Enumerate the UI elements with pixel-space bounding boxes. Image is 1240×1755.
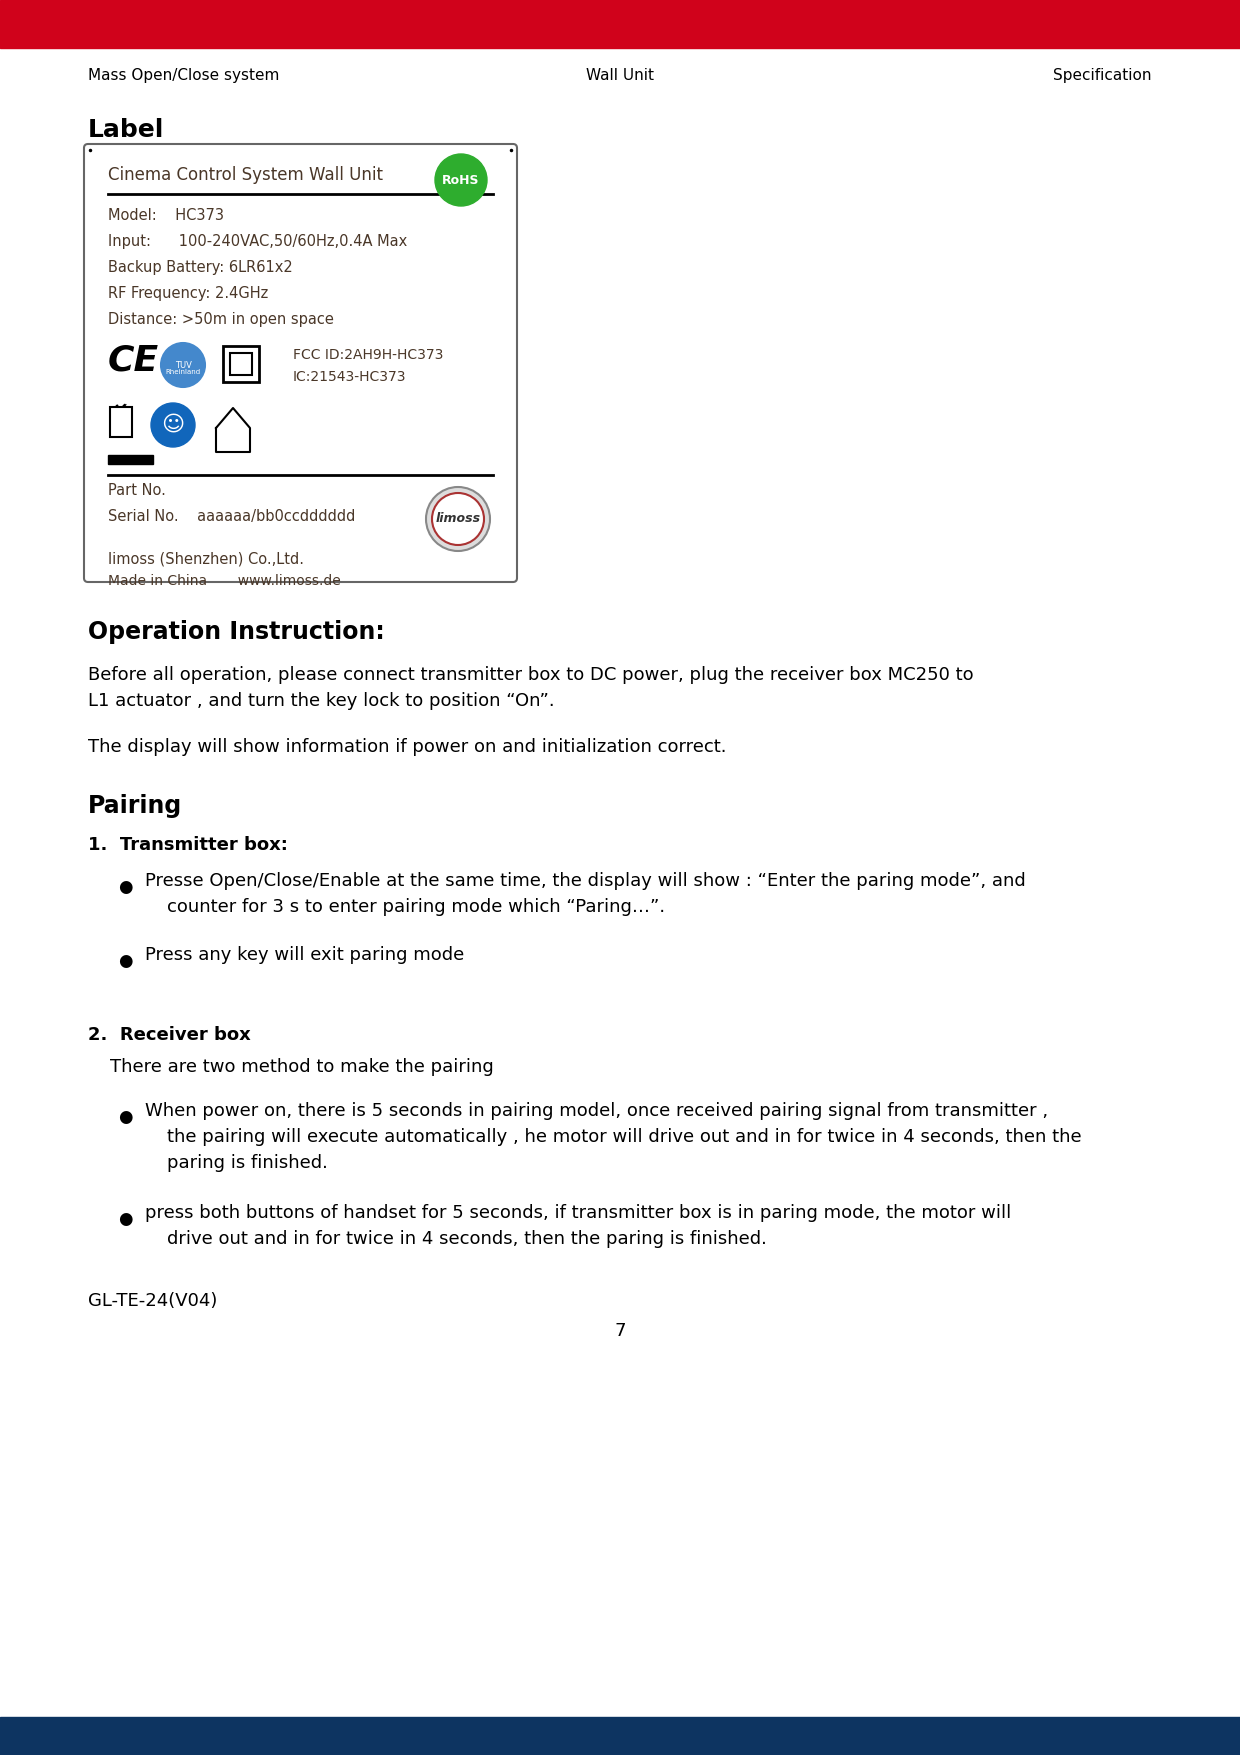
Text: limoss: limoss	[435, 512, 481, 525]
Text: The display will show information if power on and initialization correct.: The display will show information if pow…	[88, 739, 727, 756]
Text: Input:      100-240VAC,50/60Hz,0.4A Max: Input: 100-240VAC,50/60Hz,0.4A Max	[108, 233, 407, 249]
Text: limoss (Shenzhen) Co.,Ltd.: limoss (Shenzhen) Co.,Ltd.	[108, 551, 304, 567]
Bar	[110, 407, 131, 437]
Text: ●: ●	[118, 878, 133, 897]
Text: paring is finished.: paring is finished.	[167, 1155, 327, 1172]
Circle shape	[435, 154, 487, 205]
Text: Backup Battery: 6LR61x2: Backup Battery: 6LR61x2	[108, 260, 293, 276]
Bar	[229, 353, 252, 376]
Text: 1.  Transmitter box:: 1. Transmitter box:	[88, 835, 288, 855]
Text: Wall Unit: Wall Unit	[587, 67, 653, 82]
Text: Specification: Specification	[1054, 67, 1152, 82]
Text: There are two method to make the pairing: There are two method to make the pairing	[110, 1058, 494, 1076]
Text: Distance: >50m in open space: Distance: >50m in open space	[108, 312, 334, 326]
Text: Cinema Control System Wall Unit: Cinema Control System Wall Unit	[108, 167, 383, 184]
Text: Operation Instruction:: Operation Instruction:	[88, 620, 384, 644]
Text: IC:21543-HC373: IC:21543-HC373	[293, 370, 407, 384]
Text: ●: ●	[118, 1107, 133, 1127]
Circle shape	[427, 486, 490, 551]
Text: GL-TE-24(V04): GL-TE-24(V04)	[88, 1292, 217, 1309]
Text: Press any key will exit paring mode: Press any key will exit paring mode	[145, 946, 464, 963]
Text: Part No.: Part No.	[108, 483, 166, 498]
Circle shape	[161, 342, 205, 388]
Text: L1 actuator , and turn the key lock to position “On”.: L1 actuator , and turn the key lock to p…	[88, 691, 554, 711]
Text: ✗: ✗	[108, 404, 129, 426]
Text: 2.  Receiver box: 2. Receiver box	[88, 1027, 250, 1044]
Circle shape	[151, 404, 195, 448]
Text: ●: ●	[118, 1209, 133, 1228]
Text: Pairing: Pairing	[88, 793, 182, 818]
Circle shape	[432, 493, 484, 546]
Text: Mass Open/Close system: Mass Open/Close system	[88, 67, 279, 82]
Text: CE: CE	[108, 342, 159, 377]
Bar	[0, 0, 1240, 47]
Text: counter for 3 s to enter pairing mode which “Paring…”.: counter for 3 s to enter pairing mode wh…	[167, 899, 665, 916]
Text: drive out and in for twice in 4 seconds, then the paring is finished.: drive out and in for twice in 4 seconds,…	[167, 1230, 766, 1248]
Text: TUV: TUV	[175, 362, 191, 370]
Text: the pairing will execute automatically , he motor will drive out and in for twic: the pairing will execute automatically ,…	[167, 1128, 1081, 1146]
Text: Serial No.    aaaaaa/bb0ccdddddd: Serial No. aaaaaa/bb0ccdddddd	[108, 509, 356, 525]
Text: 7: 7	[614, 1322, 626, 1341]
Bar	[223, 346, 259, 383]
Text: RF Frequency: 2.4GHz: RF Frequency: 2.4GHz	[108, 286, 268, 302]
FancyBboxPatch shape	[84, 144, 517, 583]
Text: press both buttons of handset for 5 seconds, if transmitter box is in paring mod: press both buttons of handset for 5 seco…	[145, 1204, 1012, 1221]
Text: Made in China       www.limoss.de: Made in China www.limoss.de	[108, 574, 341, 588]
Text: Rheinland: Rheinland	[165, 369, 201, 376]
Bar	[108, 455, 153, 463]
Bar	[0, 1716, 1240, 1755]
Text: ☺: ☺	[161, 414, 185, 435]
Text: ●: ●	[118, 951, 133, 971]
Text: Label: Label	[88, 118, 165, 142]
Text: FCC ID:2AH9H-HC373: FCC ID:2AH9H-HC373	[293, 347, 444, 362]
Text: When power on, there is 5 seconds in pairing model, once received pairing signal: When power on, there is 5 seconds in pai…	[145, 1102, 1048, 1120]
Text: RoHS: RoHS	[443, 174, 480, 186]
Text: Before all operation, please connect transmitter box to DC power, plug the recei: Before all operation, please connect tra…	[88, 665, 973, 684]
Text: Model:    HC373: Model: HC373	[108, 209, 224, 223]
Text: Presse Open/Close/Enable at the same time, the display will show : “Enter the pa: Presse Open/Close/Enable at the same tim…	[145, 872, 1025, 890]
